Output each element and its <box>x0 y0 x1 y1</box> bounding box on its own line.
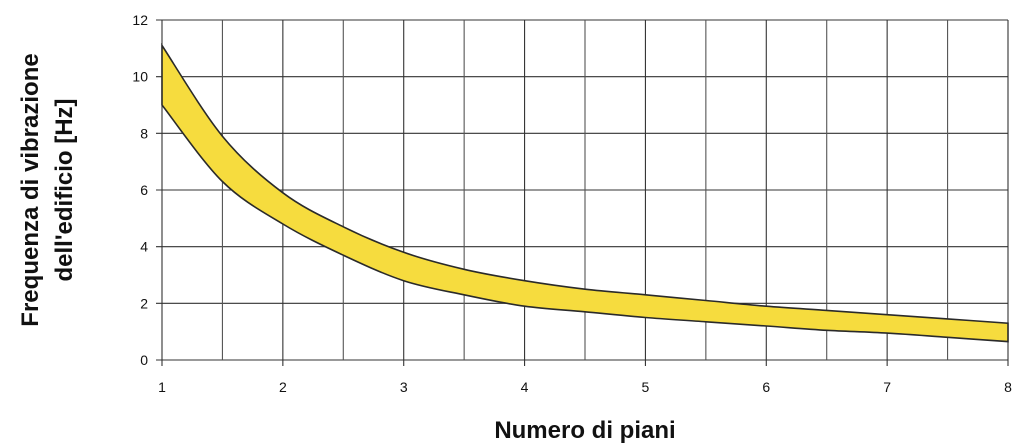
y-tick-label: 4 <box>140 239 148 255</box>
y-tick-label: 12 <box>132 12 148 28</box>
frequency-band <box>161 42 1009 343</box>
x-tick-label: 2 <box>279 379 287 395</box>
y-tick-labels: 0 2 4 6 8 10 12 <box>132 12 148 368</box>
x-tick-label: 3 <box>400 379 408 395</box>
y-tick-label: 6 <box>140 182 148 198</box>
x-tick-label: 8 <box>1004 379 1012 395</box>
y-axis-title-line-1: Frequenza di vibrazione <box>17 53 44 326</box>
x-tick-label: 4 <box>521 379 529 395</box>
x-axis-title: Numero di piani <box>494 417 675 444</box>
grid <box>156 19 1009 366</box>
y-axis-title-line-2: dell'edificio [Hz] <box>51 98 78 281</box>
y-tick-label: 2 <box>140 295 148 311</box>
y-tick-label: 8 <box>140 125 148 141</box>
x-tick-label: 7 <box>883 379 891 395</box>
x-tick-label: 5 <box>642 379 650 395</box>
x-tick-label: 1 <box>158 379 166 395</box>
x-tick-label: 6 <box>762 379 770 395</box>
x-tick-labels: 1 2 3 4 5 6 7 8 <box>158 379 1012 395</box>
y-tick-label: 10 <box>132 69 148 85</box>
y-tick-label: 0 <box>140 352 148 368</box>
